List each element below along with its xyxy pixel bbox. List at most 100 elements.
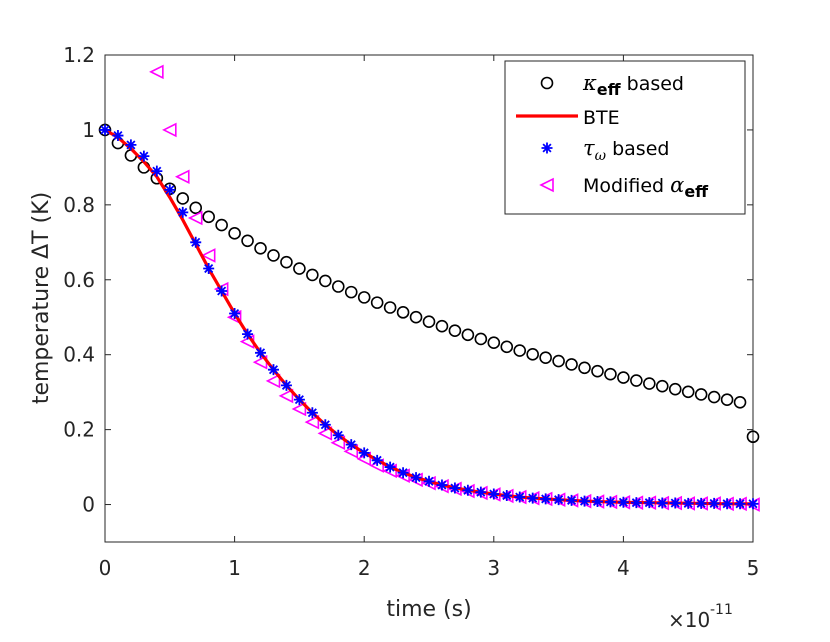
x-axis-label: time (s) bbox=[386, 597, 471, 622]
keff-point bbox=[746, 430, 760, 444]
keff-point bbox=[643, 377, 656, 390]
tau-point bbox=[99, 124, 111, 136]
y-tick-label: 1 bbox=[82, 118, 95, 142]
tau-point bbox=[527, 492, 539, 504]
tau-point bbox=[695, 497, 707, 509]
keff-point bbox=[604, 367, 617, 381]
tau-point bbox=[708, 497, 720, 509]
keff-point bbox=[707, 390, 721, 404]
alpha-point bbox=[317, 426, 333, 441]
tau-point bbox=[138, 150, 150, 162]
alpha-point bbox=[162, 122, 177, 138]
keff-point bbox=[396, 306, 410, 319]
axis-ticks: 0 1 2 3 4 5 0 0.2 0.4 0.6 0.8 1 1.2 bbox=[63, 43, 759, 580]
alpha-point bbox=[278, 388, 294, 404]
x-tick-label: 2 bbox=[358, 556, 371, 580]
keff-point bbox=[630, 374, 643, 387]
alpha-point bbox=[200, 248, 216, 263]
tau-point bbox=[384, 461, 396, 473]
alpha-point bbox=[265, 373, 281, 389]
legend-marker-alpha bbox=[539, 177, 554, 193]
tau-point bbox=[345, 439, 357, 451]
tau-point bbox=[553, 494, 565, 506]
tau-point bbox=[332, 429, 344, 441]
legend-label-keff: κeff based bbox=[582, 71, 684, 99]
keff-point bbox=[720, 393, 734, 406]
keff-point bbox=[189, 201, 203, 215]
y-tick-label: 0.2 bbox=[63, 418, 95, 442]
keff-point bbox=[306, 268, 319, 282]
tau-point bbox=[306, 407, 318, 419]
keff-point bbox=[254, 242, 267, 255]
tau-point bbox=[630, 497, 642, 509]
tau-point bbox=[579, 495, 591, 507]
series-2 bbox=[99, 124, 759, 510]
tau-point bbox=[151, 165, 163, 177]
y-tick-label: 0.8 bbox=[63, 193, 95, 217]
tau-point bbox=[436, 479, 448, 491]
tau-point bbox=[423, 475, 435, 487]
keff-point bbox=[448, 324, 462, 338]
tau-point bbox=[229, 307, 241, 319]
alpha-point bbox=[174, 169, 190, 185]
x-tick-label: 0 bbox=[99, 556, 112, 580]
series-layer bbox=[98, 64, 760, 512]
keff-point bbox=[552, 354, 565, 368]
y-tick-label: 0.6 bbox=[63, 268, 95, 292]
keff-point bbox=[280, 255, 293, 269]
tau-point bbox=[125, 139, 137, 151]
tau-point bbox=[475, 486, 487, 498]
keff-point bbox=[370, 296, 384, 309]
keff-point bbox=[215, 218, 228, 232]
keff-point bbox=[681, 385, 695, 399]
legend-marker-keff bbox=[540, 76, 554, 90]
alpha-point bbox=[149, 64, 164, 80]
legend: κeff based BTE τω based Modified αeff bbox=[504, 60, 746, 215]
tau-point bbox=[177, 206, 189, 218]
tau-point bbox=[501, 490, 513, 502]
y-tick-label: 0.4 bbox=[63, 343, 95, 367]
x-tick-label: 4 bbox=[617, 556, 630, 580]
keff-point bbox=[617, 371, 630, 384]
keff-point bbox=[655, 379, 669, 393]
keff-point bbox=[202, 210, 215, 224]
tau-point bbox=[371, 454, 383, 466]
tau-point bbox=[190, 236, 202, 248]
tau-point bbox=[617, 496, 629, 508]
tau-point bbox=[293, 394, 305, 406]
legend-box bbox=[504, 60, 746, 215]
tau-point bbox=[669, 497, 681, 509]
keff-point bbox=[422, 315, 436, 329]
legend-marker-tau bbox=[541, 142, 553, 154]
keff-point bbox=[526, 348, 539, 361]
series-0 bbox=[98, 123, 760, 444]
tau-point bbox=[747, 498, 759, 510]
y-axis-label: temperature ΔT (K) bbox=[29, 192, 54, 404]
legend-markers bbox=[516, 76, 578, 193]
legend-label-bte: BTE bbox=[583, 107, 620, 129]
tau-point bbox=[203, 263, 215, 275]
keff-point bbox=[357, 291, 371, 304]
keff-point bbox=[241, 234, 254, 248]
x-tick-label: 1 bbox=[228, 556, 241, 580]
alpha-point bbox=[304, 414, 320, 430]
keff-point bbox=[578, 361, 591, 375]
tau-point bbox=[267, 364, 279, 376]
alpha-point bbox=[291, 401, 307, 417]
tau-point bbox=[682, 497, 694, 509]
keff-point bbox=[474, 332, 488, 346]
tau-point bbox=[242, 328, 254, 340]
keff-point bbox=[228, 227, 241, 240]
tau-point bbox=[358, 447, 370, 459]
keff-point bbox=[293, 262, 306, 275]
tau-point bbox=[216, 285, 228, 297]
keff-point bbox=[383, 301, 397, 314]
tau-point bbox=[656, 497, 668, 509]
tau-point bbox=[514, 491, 526, 503]
keff-point bbox=[319, 274, 332, 288]
tau-point bbox=[566, 494, 578, 506]
tau-point bbox=[280, 379, 292, 391]
keff-point bbox=[733, 395, 747, 409]
tau-point bbox=[734, 498, 746, 510]
